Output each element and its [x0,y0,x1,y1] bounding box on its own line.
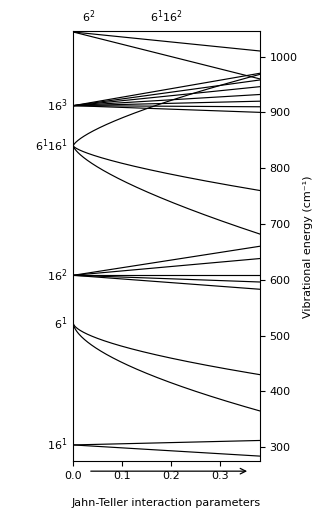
Y-axis label: Vibrational energy (cm⁻¹): Vibrational energy (cm⁻¹) [303,175,313,318]
Text: 6$^1$16$^2$: 6$^1$16$^2$ [150,8,183,25]
Text: 6$^1$16$^1$: 6$^1$16$^1$ [35,137,68,154]
Text: 16$^2$: 16$^2$ [47,267,68,283]
X-axis label: Jahn-Teller interaction parameters: Jahn-Teller interaction parameters [72,497,261,508]
Text: 16$^3$: 16$^3$ [47,97,68,114]
Text: 6$^2$: 6$^2$ [82,8,95,25]
Text: 6$^1$: 6$^1$ [54,315,68,332]
Text: 16$^1$: 16$^1$ [47,436,68,453]
